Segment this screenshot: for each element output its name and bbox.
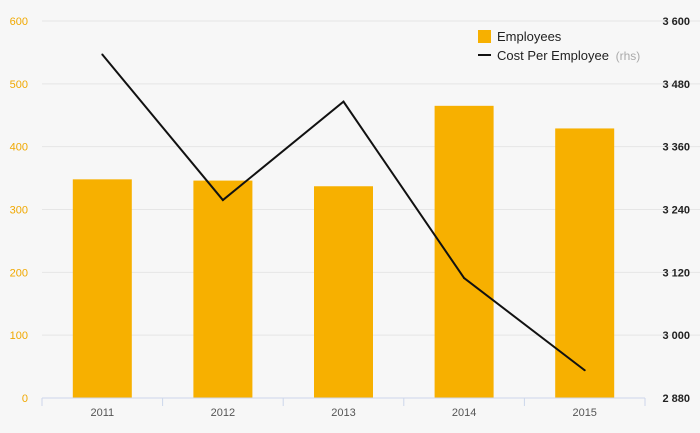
- line-point-2015: [583, 369, 586, 372]
- line-point-2013: [342, 100, 345, 103]
- x-tick-label: 2012: [211, 407, 235, 419]
- legend-label-employees: Employees: [497, 29, 562, 44]
- line-point-2012: [221, 199, 224, 202]
- x-tick-label: 2015: [572, 407, 596, 419]
- bar-2012: [193, 180, 253, 398]
- legend: Employees Cost Per Employee (rhs): [478, 29, 640, 63]
- x-tick-label: 2011: [90, 407, 114, 419]
- y-right-tick-label: 2 880: [662, 393, 690, 405]
- y-left-tick-label: 0: [22, 393, 28, 405]
- y-left-tick-label: 600: [10, 16, 28, 28]
- line-point-2011: [101, 53, 104, 56]
- legend-label-cost-text: Cost Per Employee: [497, 48, 609, 63]
- y-left-tick-label: 300: [10, 205, 28, 217]
- bar-2014: [434, 105, 494, 398]
- y-left-tick-label: 100: [10, 330, 28, 342]
- legend-label-rhs-note: (rhs): [616, 49, 641, 63]
- y-left-tick-label: 200: [10, 267, 28, 279]
- y-right-tick-label: 3 000: [662, 330, 690, 342]
- legend-swatch-employees: [478, 30, 491, 43]
- x-tick-label: 2014: [452, 407, 476, 419]
- y-right-tick-label: 3 480: [662, 79, 690, 91]
- bar-2013: [314, 186, 373, 398]
- y-right-tick-label: 3 120: [662, 267, 690, 279]
- axes: 2011 2012 2013 2014 2015 0 100 200 300 400 500 600 2…: [10, 16, 690, 419]
- bar-2011: [72, 179, 132, 398]
- line-series-cost-per-employee: [101, 53, 586, 372]
- bar-series-employees: [72, 105, 615, 398]
- x-tick-label: 2013: [331, 407, 355, 419]
- y-left-tick-label: 400: [10, 142, 28, 154]
- y-left-tick-label: 500: [10, 79, 28, 91]
- legend-label-cost-per-employee: Cost Per Employee (rhs): [497, 48, 640, 63]
- y-right-tick-label: 3 360: [662, 142, 690, 154]
- y-right-tick-label: 3 600: [662, 16, 690, 28]
- line-point-2014: [463, 277, 466, 280]
- y-right-tick-label: 3 240: [662, 205, 690, 217]
- bar-2015: [555, 128, 615, 398]
